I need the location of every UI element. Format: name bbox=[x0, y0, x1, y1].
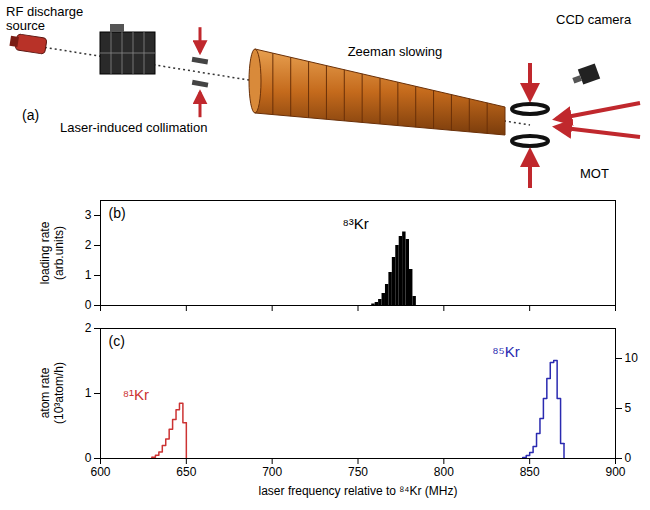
svg-text:10: 10 bbox=[625, 351, 639, 365]
svg-text:900: 900 bbox=[605, 465, 625, 479]
svg-text:600: 600 bbox=[90, 465, 110, 479]
svg-text:3: 3 bbox=[85, 208, 92, 222]
svg-text:2: 2 bbox=[85, 321, 92, 335]
html-text:atom rate: atom rate bbox=[38, 367, 52, 419]
html-text:(arb.units): (arb.units) bbox=[52, 225, 66, 280]
svg-text:800: 800 bbox=[434, 465, 454, 479]
html-text:(10³atom/h): (10³atom/h) bbox=[52, 362, 66, 424]
svg-text:850: 850 bbox=[520, 465, 540, 479]
svg-text:Laser-induced collimation: Laser-induced collimation bbox=[60, 120, 207, 135]
svg-text:⁸³Kr: ⁸³Kr bbox=[342, 215, 368, 232]
svg-text:(b): (b) bbox=[109, 205, 126, 221]
svg-text:CCD camera: CCD camera bbox=[556, 12, 632, 27]
svg-text:Zeeman slowing: Zeeman slowing bbox=[348, 44, 443, 59]
svg-text:1: 1 bbox=[85, 386, 92, 400]
svg-text:2: 2 bbox=[85, 238, 92, 252]
html-text:loading rate: loading rate bbox=[38, 221, 52, 284]
svg-text:750: 750 bbox=[348, 465, 368, 479]
svg-text:⁸⁵Kr: ⁸⁵Kr bbox=[492, 343, 520, 360]
svg-text:(c): (c) bbox=[109, 333, 125, 349]
svg-text:650: 650 bbox=[176, 465, 196, 479]
svg-text:0: 0 bbox=[85, 451, 92, 465]
svg-text:1: 1 bbox=[85, 268, 92, 282]
svg-text:0: 0 bbox=[625, 451, 632, 465]
svg-text:(a): (a) bbox=[22, 107, 39, 123]
svg-text:5: 5 bbox=[625, 401, 632, 415]
svg-text:MOT: MOT bbox=[580, 166, 609, 181]
svg-text:laser frequency relative to ⁸⁴: laser frequency relative to ⁸⁴Kr (MHz) bbox=[259, 484, 458, 498]
svg-text:RF discharge: RF discharge bbox=[6, 4, 83, 19]
svg-text:700: 700 bbox=[262, 465, 282, 479]
svg-text:⁸¹Kr: ⁸¹Kr bbox=[123, 386, 149, 403]
svg-text:0: 0 bbox=[85, 298, 92, 312]
svg-text:source: source bbox=[6, 18, 45, 33]
